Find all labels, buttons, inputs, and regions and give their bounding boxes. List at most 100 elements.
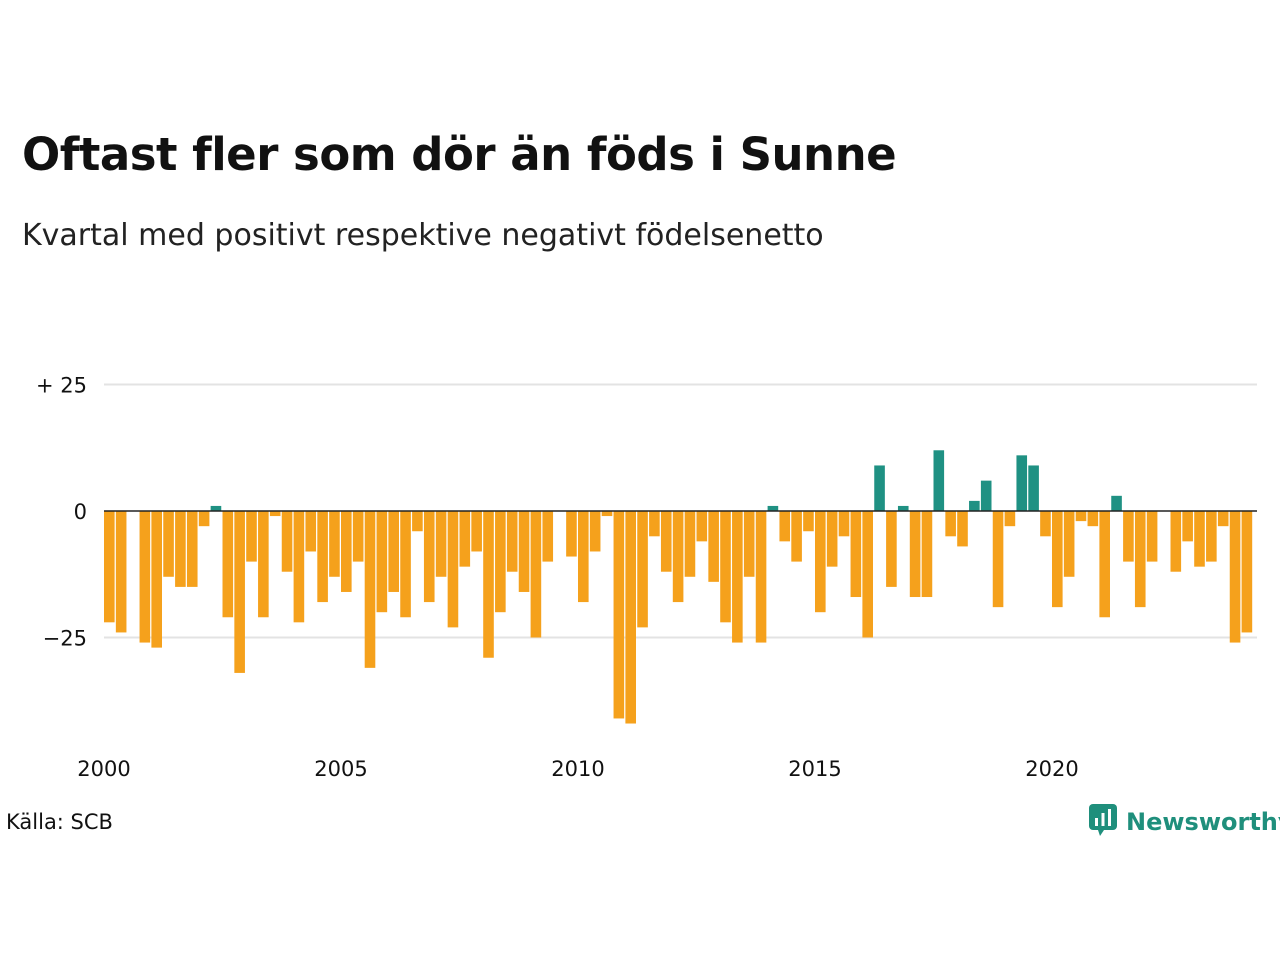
bar: 2021 Q4: -19 <box>1134 511 1146 608</box>
bar: 2006 Q1: -16 <box>388 511 399 592</box>
x-tick-label: 2020 <box>1025 757 1078 781</box>
bar: 2023 Q2: -10 <box>1206 511 1217 562</box>
axes: + 25 0 −25 2000 2005 2010 2015 2020 <box>36 374 1257 781</box>
bar: 2022 Q3: -12 <box>1170 511 1182 572</box>
bar: 2015 Q4: -17 <box>850 511 862 598</box>
bar: 2014 Q4: -4 <box>803 511 814 532</box>
bar: 2010 Q2: -8 <box>589 511 601 552</box>
bar: 2005 Q4: -20 <box>376 511 388 613</box>
chart-title: Oftast fler som dör än föds i Sunne <box>22 128 897 181</box>
bar: 2015 Q2: -11 <box>826 511 838 567</box>
bar: 2014 Q3: -10 <box>791 511 802 562</box>
bar: 2007 Q2: -23 <box>447 511 459 628</box>
bar: 2021 Q3: -10 <box>1123 511 1134 562</box>
bar: 2001 Q3: -15 <box>175 511 186 587</box>
bar: 2001 Q2: -13 <box>163 511 174 577</box>
bar: 2013 Q4: -26 <box>755 511 767 643</box>
chart-subtitle: Kvartal med positivt respektive negativt… <box>22 218 824 253</box>
brand-logo[interactable]: Newsworthy <box>1088 803 1280 841</box>
bar: 2003 Q4: -12 <box>281 511 293 572</box>
bar: 2019 Q4: -5 <box>1040 511 1051 537</box>
bar: 2003 Q2: -21 <box>258 511 269 618</box>
bar-chart-icon <box>1088 803 1118 841</box>
bars: 2000 Q1: -222000 Q2: -242000 Q4: -262001… <box>104 450 1253 724</box>
bar: 2009 Q1: -25 <box>530 511 542 638</box>
bar: 2005 Q1: -16 <box>341 511 352 592</box>
bar: 2001 Q4: -15 <box>186 511 198 587</box>
bar: 2002 Q3: -21 <box>222 511 234 618</box>
bar: 2011 Q4: -12 <box>660 511 672 572</box>
bar: 2020 Q3: -2 <box>1075 511 1087 522</box>
bar: 2002 Q4: -32 <box>234 511 245 673</box>
bar: 2020 Q2: -13 <box>1063 511 1075 577</box>
bar: 2003 Q3: -1 <box>269 511 281 517</box>
bar: 2000 Q2: -24 <box>115 511 127 633</box>
bar: 2006 Q3: -4 <box>412 511 423 532</box>
bar: 2011 Q1: -42 <box>625 511 636 724</box>
bar: 2016 Q3: -15 <box>886 511 897 587</box>
bar: 2008 Q1: -29 <box>483 511 494 658</box>
bar: 2007 Q1: -13 <box>435 511 447 577</box>
bar: 2004 Q4: -13 <box>329 511 340 577</box>
bar: 2005 Q2: -10 <box>352 511 364 562</box>
brand-name: Newsworthy <box>1126 808 1280 836</box>
bar: 2014 Q2: -6 <box>779 511 791 542</box>
bar: 2020 Q1: -19 <box>1052 511 1063 608</box>
bar: 2007 Q4: -8 <box>471 511 482 552</box>
bar: 2019 Q3: 9 <box>1028 465 1039 511</box>
bar: 2017 Q2: -17 <box>921 511 933 598</box>
bar: 2013 Q2: -26 <box>732 511 743 643</box>
bar: 2018 Q2: 2 <box>969 500 980 511</box>
y-tick-label: −25 <box>43 627 87 651</box>
bar: 2018 Q1: -7 <box>957 511 968 547</box>
bar: 2001 Q1: -27 <box>151 511 162 648</box>
gridlines <box>104 383 1257 639</box>
bar: 2016 Q2: 9 <box>874 465 885 511</box>
bar: 2008 Q4: -16 <box>518 511 530 592</box>
bar: 2010 Q4: -41 <box>613 511 625 719</box>
bar: 2013 Q1: -22 <box>720 511 731 623</box>
bar: 2024 Q1: -24 <box>1241 511 1253 633</box>
bar: 2021 Q1: -21 <box>1099 511 1110 618</box>
bar: 2023 Q3: -3 <box>1217 511 1229 527</box>
source-label: Källa: SCB <box>6 810 113 834</box>
bar: 2019 Q1: -3 <box>1004 511 1016 527</box>
bar: 2023 Q4: -26 <box>1229 511 1241 643</box>
x-tick-label: 2015 <box>788 757 841 781</box>
bar: 2000 Q4: -26 <box>139 511 151 643</box>
bar: 2009 Q2: -10 <box>542 511 554 562</box>
bar: 2018 Q4: -19 <box>992 511 1004 608</box>
bar: 2020 Q4: -3 <box>1087 511 1099 527</box>
bar: 2011 Q2: -23 <box>637 511 648 628</box>
bar: 2014 Q1: 1 <box>767 505 779 511</box>
bar: 2015 Q1: -20 <box>815 511 826 613</box>
bar: 2012 Q2: -13 <box>684 511 696 577</box>
bar: 2012 Q4: -14 <box>708 511 719 582</box>
bar: 2016 Q4: 1 <box>897 505 909 511</box>
bar: 2002 Q1: -3 <box>198 511 210 527</box>
bar: 2012 Q3: -6 <box>696 511 708 542</box>
bar: 2021 Q2: 3 <box>1111 495 1122 511</box>
bar: 2005 Q3: -31 <box>364 511 376 668</box>
x-tick-label: 2000 <box>77 757 130 781</box>
bar: 2004 Q1: -22 <box>293 511 305 623</box>
bar: 2006 Q4: -18 <box>423 511 435 603</box>
bar: 2018 Q3: 6 <box>980 480 992 511</box>
bar: 2009 Q4: -9 <box>566 511 577 557</box>
bar: 2012 Q1: -18 <box>672 511 684 603</box>
bar: 2022 Q1: -10 <box>1146 511 1158 562</box>
bar: 2016 Q1: -25 <box>862 511 873 638</box>
bar: 2015 Q3: -5 <box>838 511 850 537</box>
bar: 2004 Q3: -18 <box>317 511 328 603</box>
bar: 2008 Q3: -12 <box>506 511 518 572</box>
x-tick-label: 2005 <box>314 757 367 781</box>
bar: 2022 Q4: -6 <box>1182 511 1193 542</box>
bar: 2017 Q3: 12 <box>933 450 945 511</box>
bar: 2010 Q1: -18 <box>578 511 589 603</box>
bar: 2000 Q1: -22 <box>104 511 115 623</box>
bar: 2017 Q1: -17 <box>909 511 921 598</box>
bar: 2004 Q2: -8 <box>305 511 317 552</box>
bar: 2006 Q2: -21 <box>400 511 411 618</box>
y-tick-label: + 25 <box>36 374 87 398</box>
bar: 2003 Q1: -10 <box>246 511 257 562</box>
